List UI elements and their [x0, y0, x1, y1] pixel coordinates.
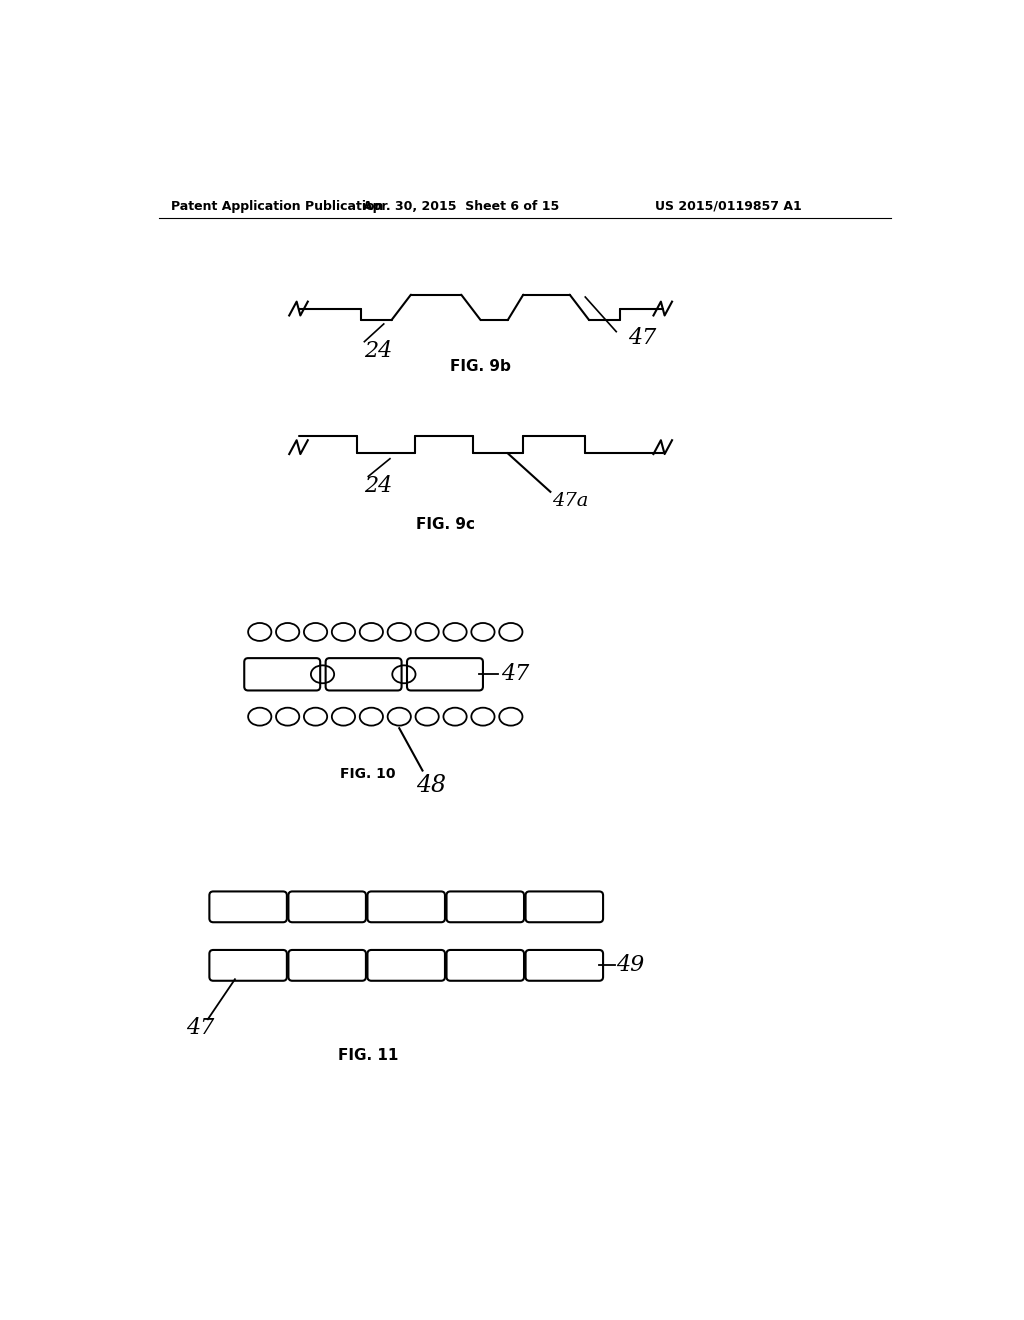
Text: Apr. 30, 2015  Sheet 6 of 15: Apr. 30, 2015 Sheet 6 of 15 — [364, 199, 559, 213]
Text: 49: 49 — [616, 954, 644, 977]
Text: 47: 47 — [628, 327, 656, 348]
Text: 24: 24 — [365, 341, 392, 362]
Text: FIG. 9c: FIG. 9c — [416, 516, 475, 532]
Text: 24: 24 — [365, 475, 392, 496]
Text: 47: 47 — [501, 664, 529, 685]
Text: 47: 47 — [186, 1018, 214, 1040]
Text: FIG. 10: FIG. 10 — [341, 767, 396, 781]
Text: 48: 48 — [417, 775, 446, 797]
Text: FIG. 9b: FIG. 9b — [451, 359, 511, 374]
Text: FIG. 11: FIG. 11 — [338, 1048, 398, 1063]
Text: Patent Application Publication: Patent Application Publication — [171, 199, 383, 213]
Text: US 2015/0119857 A1: US 2015/0119857 A1 — [655, 199, 802, 213]
Text: 47a: 47a — [552, 492, 589, 510]
